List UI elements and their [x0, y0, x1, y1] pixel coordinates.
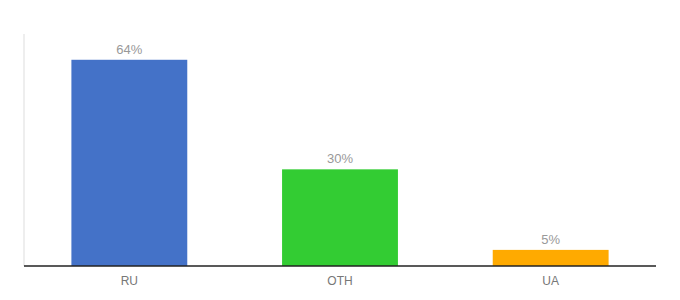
bars — [71, 60, 608, 266]
x-tick-label: OTH — [327, 274, 352, 288]
data-label: 30% — [327, 151, 353, 166]
y-axis-line — [24, 34, 25, 266]
bar — [493, 250, 609, 266]
x-axis-line — [24, 265, 656, 267]
x-tick-label: UA — [542, 274, 559, 288]
chart-container: 64% 30% 5% RU OTH UA — [0, 0, 680, 300]
x-tick-label: RU — [121, 274, 138, 288]
chart-svg: 64% 30% 5% RU OTH UA — [0, 0, 680, 300]
data-label: 64% — [116, 42, 142, 57]
data-label: 5% — [541, 232, 560, 247]
bar — [71, 60, 187, 266]
bar — [282, 169, 398, 266]
